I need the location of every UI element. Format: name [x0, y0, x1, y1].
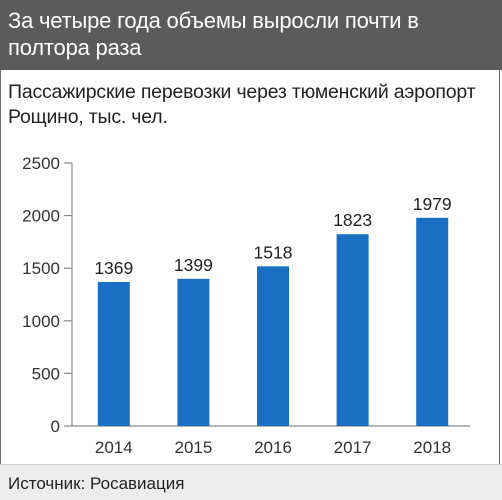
y-tick-label: 1500 — [22, 259, 60, 278]
data-label: 1823 — [333, 210, 372, 230]
y-tick-label: 2500 — [22, 154, 60, 173]
bar — [177, 278, 210, 426]
data-label: 1369 — [94, 258, 133, 278]
headline-banner: За четыре года объемы выросли почти в по… — [0, 0, 502, 70]
headline-text: За четыре года объемы выросли почти в по… — [8, 8, 419, 60]
chart-title: Пассажирские перевозки через тюменский а… — [8, 81, 476, 128]
x-tick-label: 2018 — [413, 438, 451, 457]
bar — [257, 266, 289, 426]
bar — [97, 281, 130, 426]
bar — [416, 217, 449, 426]
y-tick-label: 2000 — [22, 207, 60, 226]
data-label: 1399 — [174, 255, 213, 275]
source-footer: Источник: Росавиация — [0, 464, 502, 500]
x-tick-label: 2016 — [254, 438, 292, 457]
x-tick-label: 2014 — [95, 438, 133, 457]
data-label: 1518 — [254, 242, 293, 262]
y-tick-label: 1000 — [22, 312, 60, 331]
x-tick-label: 2017 — [334, 438, 372, 457]
y-tick-label: 0 — [51, 417, 60, 436]
bar — [336, 234, 369, 426]
y-tick-label: 500 — [32, 364, 60, 383]
x-tick-label: 2015 — [174, 438, 212, 457]
data-label: 1979 — [413, 194, 452, 214]
source-text: Источник: Росавиация — [8, 474, 185, 493]
